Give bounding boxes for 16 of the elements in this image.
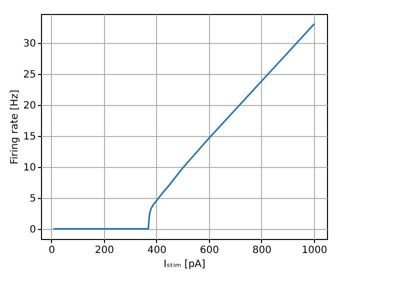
y-tick-label: 0 [30,224,36,236]
x-tick-label: 0 [48,245,56,256]
y-tick-label: 5 [30,193,36,204]
x-tick-label: 1000 [302,245,328,256]
x-tick-label: 800 [252,245,272,256]
x-axis-title: Iₛₜᵢₘ [pA] [164,259,206,270]
y-tick-label: 10 [23,162,36,174]
y-tick-label: 30 [23,38,36,50]
x-tick-label: 400 [147,245,166,256]
x-tick-label: 200 [94,245,114,256]
y-tick-label: 20 [23,100,36,112]
x-tick-label: 600 [200,245,219,256]
y-axis-title: Firing rate [Hz] [9,90,20,164]
line-series [53,23,315,230]
y-tick-label: 15 [23,131,36,142]
y-tick-label: 25 [23,69,36,80]
